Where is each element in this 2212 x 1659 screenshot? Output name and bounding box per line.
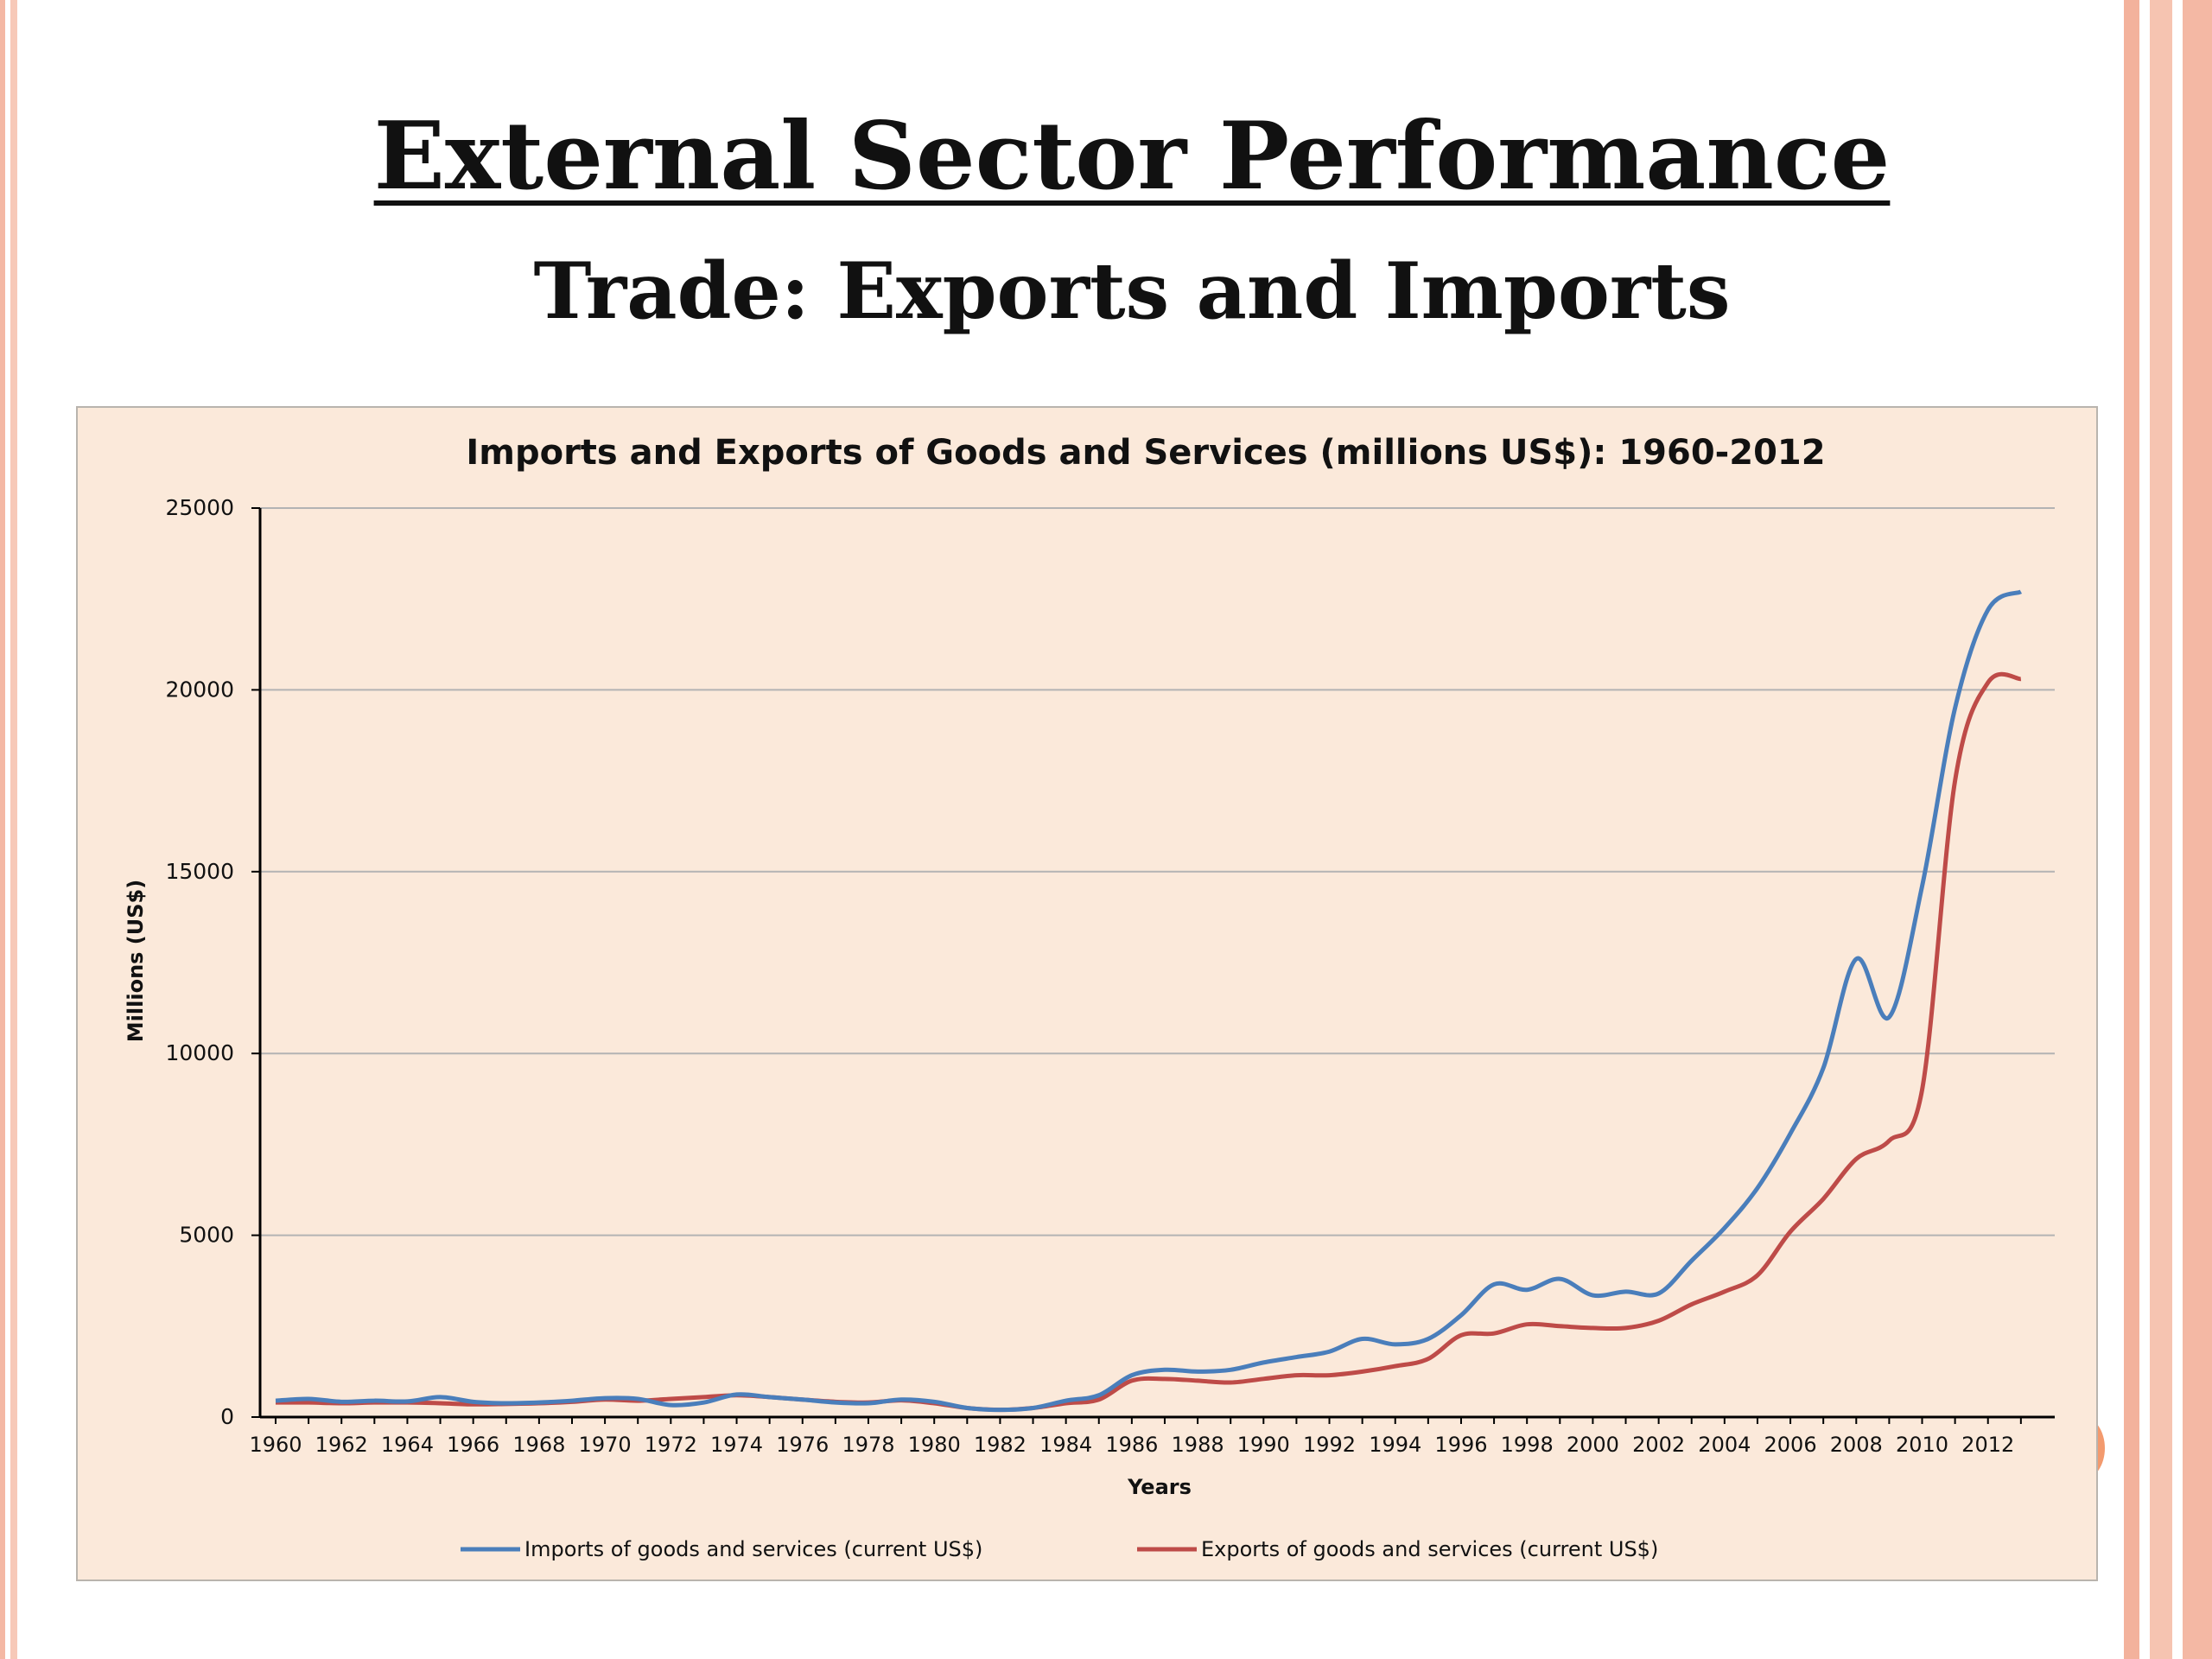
x-tick-label: 1998 [1501,1433,1554,1457]
slide-subtitle: Trade: Exports and Imports [533,245,1731,337]
x-tick-label: 1994 [1369,1433,1421,1457]
x-tick-label: 2008 [1830,1433,1883,1457]
chart-area: Imports and Exports of Goods and Service… [76,406,2098,1581]
y-tick-label: 25000 [165,495,234,520]
legend-imports-label: Imports of goods and services (current U… [524,1537,982,1561]
x-tick-label: 1996 [1434,1433,1487,1457]
slide-left-border [0,0,22,1659]
line-chart: Imports and Exports of Goods and Service… [124,433,2055,1561]
slide-title: External Sector Performance [0,102,2212,211]
x-tick-label: 2006 [1764,1433,1817,1457]
x-tick-label: 2004 [1698,1433,1751,1457]
y-tick-label: 10000 [165,1040,234,1065]
x-tick-label: 1970 [579,1433,632,1457]
axes [258,508,2055,1424]
x-axis-label: Years [1127,1475,1192,1499]
gridlines [251,507,2055,1418]
x-tick-label: 1960 [249,1433,302,1457]
x-tick-label: 1984 [1039,1433,1092,1457]
slide-title-text: External Sector Performance [373,102,1891,211]
y-tick-label: 5000 [179,1223,234,1248]
x-tick-label: 1986 [1105,1433,1158,1457]
x-tick-label: 1976 [776,1433,829,1457]
x-tick-label: 1962 [315,1433,368,1457]
x-tick-label: 1966 [447,1433,499,1457]
imports-series-line [275,589,2023,1413]
series-lines [275,589,2023,1413]
y-tick-label: 20000 [165,677,234,702]
x-tick-label: 2010 [1896,1433,1948,1457]
slide-right-border [2117,0,2212,1659]
x-tick-label: 1992 [1303,1433,1356,1457]
x-tick-labels: 1960 1962 1964 1966 1968 1970 1972 1974 1976 1978… [249,1433,2014,1457]
y-tick-label: 0 [220,1404,234,1429]
x-tick-label: 2012 [1961,1433,2014,1457]
y-tick-label: 15000 [165,859,234,884]
x-tick-label: 1968 [512,1433,565,1457]
x-tick-label: 1978 [842,1433,894,1457]
x-tick-label: 2000 [1567,1433,1619,1457]
x-tick-label: 1964 [381,1433,434,1457]
y-tick-labels: 0 5000 10000 15000 20000 25000 [165,495,234,1429]
chart-title: Imports and Exports of Goods and Service… [466,433,1825,473]
x-tick-label: 1980 [908,1433,961,1457]
y-axis-label: Millions (US$) [124,880,148,1042]
legend: Imports of goods and services (current U… [461,1537,1658,1561]
x-tick-label: 1974 [710,1433,763,1457]
x-tick-label: 1972 [645,1433,697,1457]
exports-series-line [275,671,2022,1413]
x-tick-label: 1988 [1172,1433,1224,1457]
x-tick-label: 1990 [1237,1433,1290,1457]
legend-exports-label: Exports of goods and services (current U… [1201,1537,1658,1561]
x-tick-label: 1982 [974,1433,1027,1457]
x-tick-label: 2002 [1632,1433,1685,1457]
